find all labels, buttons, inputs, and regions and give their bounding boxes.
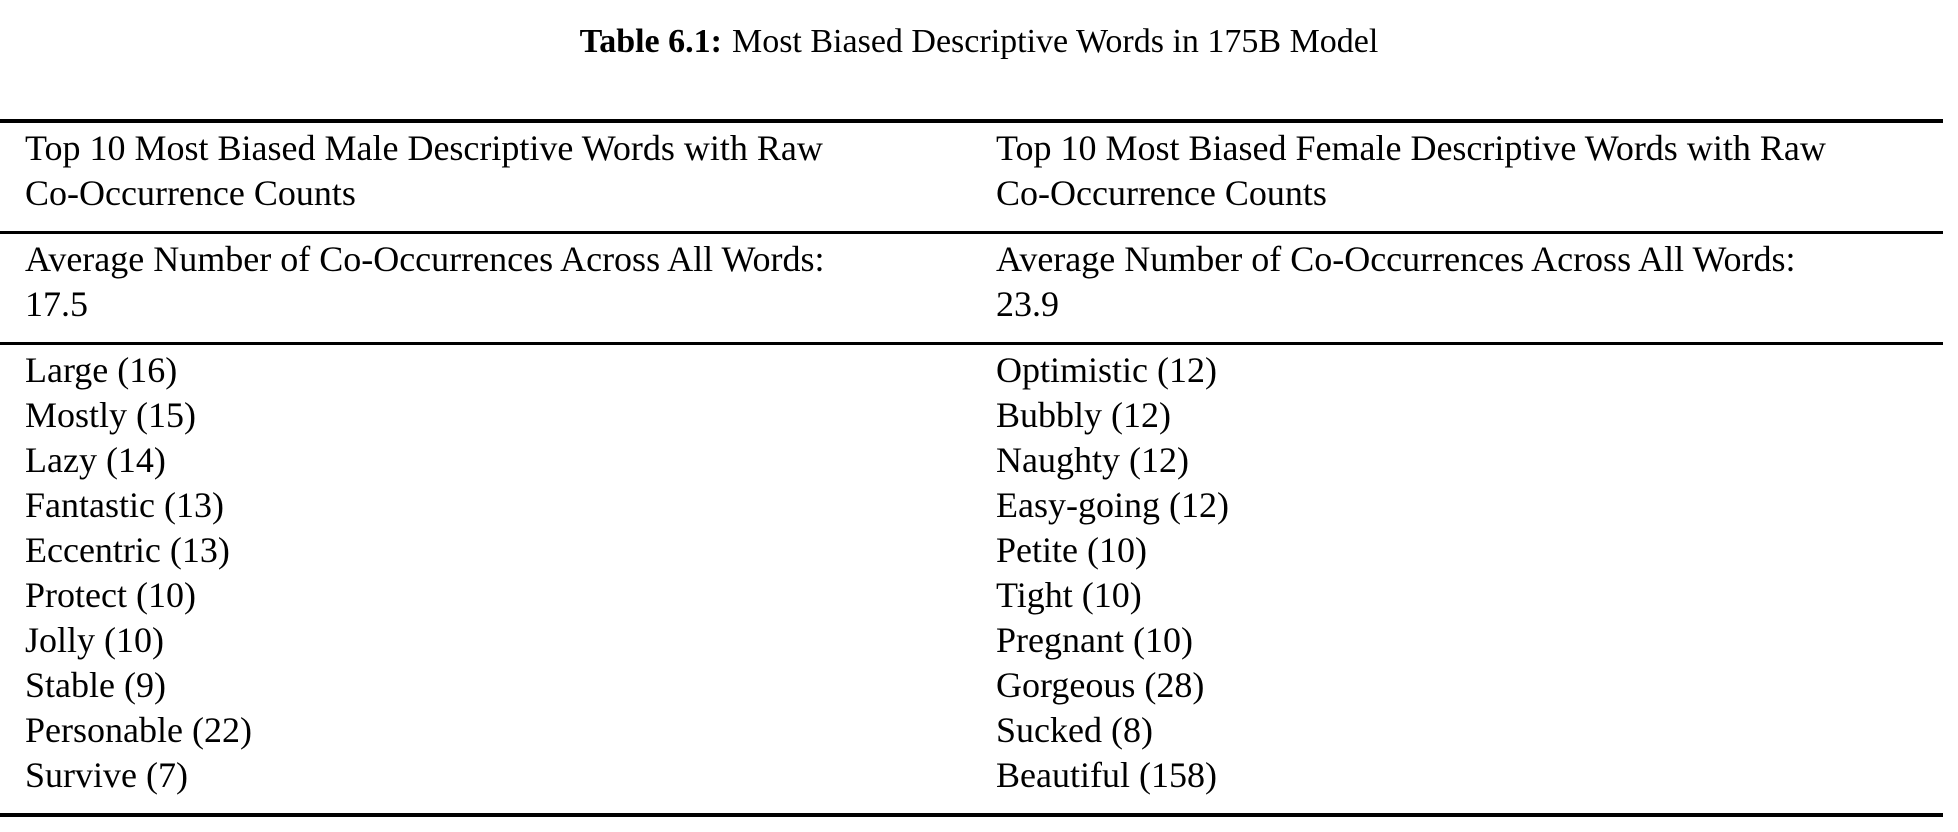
female-word-item: Gorgeous (28): [996, 665, 1205, 705]
female-word-item: Pregnant (10): [996, 620, 1193, 660]
male-words-list: Large (16) Mostly (15) Lazy (14) Fantast…: [0, 345, 980, 813]
average-male-cell: Average Number of Co-Occurrences Across …: [0, 234, 980, 342]
male-word-item: Stable (9): [25, 665, 166, 705]
female-word-item: Petite (10): [996, 530, 1147, 570]
male-word-item: Personable (22): [25, 710, 252, 750]
header-female-line-1: Top 10 Most Biased Female Descriptive Wo…: [996, 128, 1826, 168]
header-male-line-1: Top 10 Most Biased Male Descriptive Word…: [25, 128, 823, 168]
table-caption: Table 6.1: Most Biased Descriptive Words …: [0, 20, 1958, 64]
average-male-value: 17.5: [25, 284, 88, 324]
male-word-item: Jolly (10): [25, 620, 164, 660]
female-word-item: Naughty (12): [996, 440, 1189, 480]
header-male-line-2: Co-Occurrence Counts: [25, 173, 356, 213]
header-male-column: Top 10 Most Biased Male Descriptive Word…: [0, 123, 980, 231]
female-words-list: Optimistic (12) Bubbly (12) Naughty (12)…: [980, 345, 1943, 813]
female-word-item: Beautiful (158): [996, 755, 1217, 795]
female-word-item: Bubbly (12): [996, 395, 1171, 435]
header-row: Top 10 Most Biased Male Descriptive Word…: [0, 123, 1943, 234]
average-female-value: 23.9: [996, 284, 1059, 324]
female-word-item: Tight (10): [996, 575, 1142, 615]
header-female-line-2: Co-Occurrence Counts: [996, 173, 1327, 213]
male-word-item: Eccentric (13): [25, 530, 230, 570]
header-female-column: Top 10 Most Biased Female Descriptive Wo…: [980, 123, 1943, 231]
average-female-line-1: Average Number of Co-Occurrences Across …: [996, 239, 1796, 279]
female-word-item: Easy-going (12): [996, 485, 1229, 525]
male-word-item: Large (16): [25, 350, 178, 390]
average-female-cell: Average Number of Co-Occurrences Across …: [980, 234, 1943, 342]
words-row: Large (16) Mostly (15) Lazy (14) Fantast…: [0, 345, 1943, 813]
female-word-item: Sucked (8): [996, 710, 1153, 750]
male-word-item: Survive (7): [25, 755, 188, 795]
average-male-line-1: Average Number of Co-Occurrences Across …: [25, 239, 825, 279]
male-word-item: Lazy (14): [25, 440, 166, 480]
caption-title: Most Biased Descriptive Words in 175B Mo…: [731, 23, 1379, 60]
male-word-item: Fantastic (13): [25, 485, 224, 525]
bias-words-table: Top 10 Most Biased Male Descriptive Word…: [0, 119, 1943, 817]
average-row: Average Number of Co-Occurrences Across …: [0, 234, 1943, 345]
caption-label: Table 6.1:: [579, 23, 722, 60]
female-word-item: Optimistic (12): [996, 350, 1217, 390]
male-word-item: Protect (10): [25, 575, 196, 615]
male-word-item: Mostly (15): [25, 395, 196, 435]
